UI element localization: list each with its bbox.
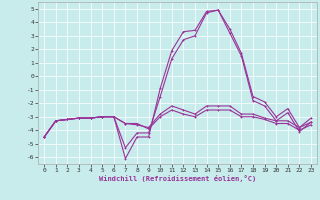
X-axis label: Windchill (Refroidissement éolien,°C): Windchill (Refroidissement éolien,°C)	[99, 175, 256, 182]
